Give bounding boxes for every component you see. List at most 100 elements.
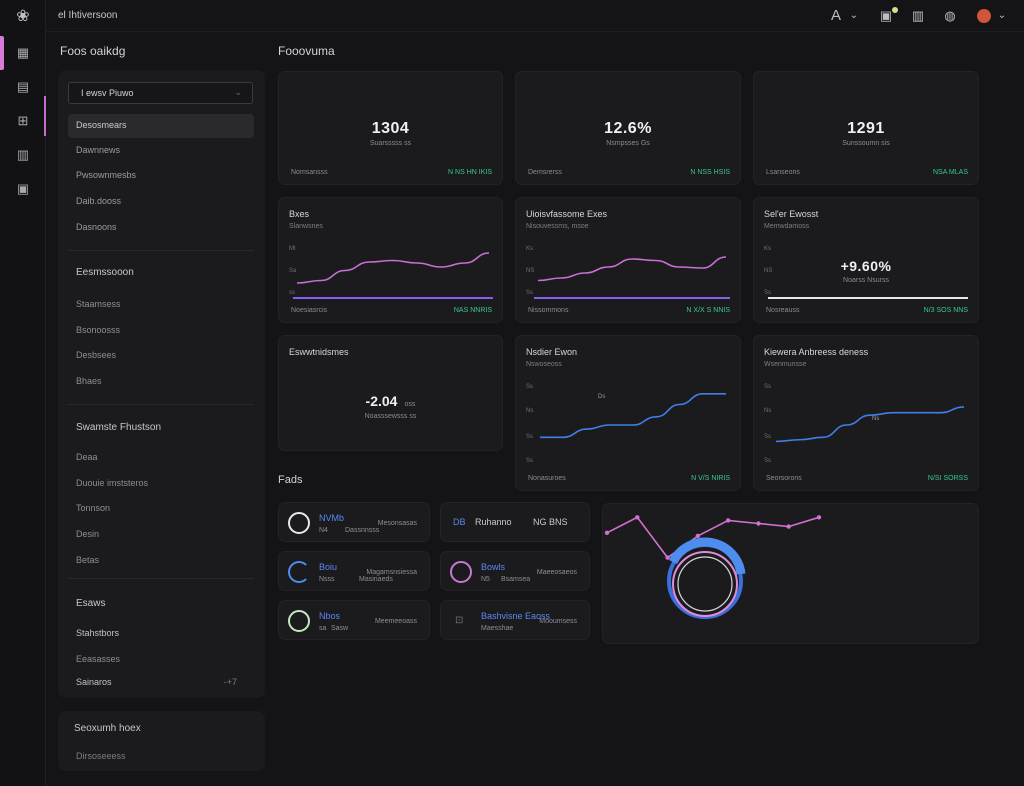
sidebar-subitem[interactable]: Tonnson [76, 503, 111, 513]
chart-card[interactable]: Kiewera Anbreess deness Wsenmunsse Ss Ns… [753, 335, 979, 491]
line-chart [534, 256, 730, 299]
data-point [635, 515, 640, 520]
calendar-icon[interactable]: ▥ [16, 147, 30, 162]
y-tick-label: Ss [764, 458, 772, 464]
chart-sub: Nisouvessms, msoe [526, 223, 589, 230]
chart-foot-left: Nonasuroes [528, 475, 566, 482]
ring-icon [288, 512, 310, 534]
chart-card[interactable]: Bxes Slanwsnes Mt Sa ss Noesiasrcis NAS … [278, 197, 503, 323]
library-icon[interactable]: ▥ [911, 8, 925, 23]
dashboard-icon[interactable]: ▦ [16, 45, 30, 60]
y-tick-label: Ss [764, 290, 772, 296]
file-meta: Maesshae [481, 625, 514, 632]
sidebar-footer[interactable]: Seoxumh hoex Dirsoseeess [58, 711, 265, 771]
file-name: DB [453, 517, 466, 527]
stat-card[interactable]: 1304 Suarsssss ss Nomsansss N NS HN IKIS [278, 71, 503, 185]
y-tick-label: NS [764, 268, 773, 274]
sidebar-item[interactable]: Desosmears [68, 114, 254, 138]
chart-card[interactable]: Nsdier Ewon Nswoseoss Ss Ns Ss Ss Ds Non… [515, 335, 741, 491]
document-icon[interactable]: ▤ [16, 79, 30, 94]
avatar-chevron-icon[interactable]: ⌄ [997, 10, 1007, 21]
sidebar-item[interactable]: Pwsownmesbs [76, 170, 137, 180]
sidebar-subitem[interactable]: Stahstbors [76, 628, 120, 638]
stat-value: 12.6% [604, 120, 652, 137]
progress-line [768, 297, 968, 299]
file-meta: N5 [481, 576, 490, 583]
sidebar-subitem[interactable]: Eeasasses [76, 654, 121, 664]
sidebar-subitem[interactable]: Desin [76, 529, 100, 539]
file-meta: N4 [319, 527, 328, 534]
sidebar-subitem[interactable]: Deaa [76, 452, 98, 462]
chart-card[interactable]: Sel'er Ewosst Memwdamoss Ks NS Ss +9.60%… [753, 197, 979, 323]
file-name: Bashvisne Eaoss [481, 611, 551, 621]
sidebar-item[interactable]: Dasnoons [76, 222, 117, 232]
sidebar-item[interactable]: Daib.dooss [76, 196, 122, 206]
puzzle-icon[interactable]: ⊞ [17, 113, 29, 128]
stat-foot-left: Demsrerss [528, 169, 562, 176]
y-tick-label: Ns [764, 408, 772, 414]
workspace-select[interactable]: I ewsv Piuwo ⌄ [68, 82, 253, 104]
file-card[interactable]: DB Ruhanno NG BNS [440, 502, 590, 542]
stat-foot-right: NSA MLAS [932, 169, 968, 176]
sidebar-subitem[interactable]: Desbsees [76, 350, 117, 360]
file-card[interactable]: Boiu Nsss Masinaeds Magamsnsiessa [278, 551, 430, 591]
file-meta: Magamsnsiessa [366, 569, 417, 576]
file-meta: NG BNS [533, 517, 568, 527]
sidebar-panel: I ewsv Piuwo ⌄ Desosmears Dawnnews Pwsow… [58, 70, 265, 698]
help-icon[interactable]: ◍ [944, 8, 956, 23]
line-chart [604, 515, 822, 560]
sidebar-title: Foos oaikdg [60, 44, 126, 58]
line-chart [540, 393, 726, 439]
chart-foot-right: N/SI SORSS [927, 475, 968, 482]
notification-icon[interactable]: ▣ [878, 7, 898, 25]
data-point [695, 533, 701, 539]
message-icon[interactable]: ▣ [16, 181, 30, 196]
file-meta: Masinaeds [359, 576, 393, 583]
ring-icon [288, 610, 310, 632]
sidebar-item[interactable]: Dawnnews [76, 145, 121, 155]
file-meta: Bsamsea [501, 576, 531, 583]
file-card[interactable]: ⊡ Bashvisne Eaoss Maesshae Mooumsess [440, 600, 590, 640]
file-card[interactable]: NVMb N4 Dassnnsss Mesonsasas [278, 502, 430, 542]
y-tick-label: Ss [764, 384, 772, 390]
chart-sub: Nswoseoss [526, 361, 562, 368]
y-tick-label: Sa [289, 268, 297, 274]
file-meta: Ruhanno [475, 517, 512, 527]
sidebar-subitem[interactable]: Staamsess [76, 299, 121, 309]
chart-sub: Wsenmunsse [764, 361, 807, 368]
sidebar-subitem[interactable]: Duouie imststeros [76, 478, 149, 488]
kpi-sub: Noarss Nsurss [843, 277, 889, 284]
stat-card[interactable]: 1291 Sunssoumn sis Lsanseons NSA MLAS [753, 71, 979, 185]
font-icon[interactable]: A [830, 7, 841, 24]
ring-chart-graphic [667, 537, 746, 619]
ring-inner [672, 551, 738, 617]
file-card[interactable]: Bowls N5 Bsamsea Maeeosaeos [440, 551, 590, 591]
ring-icon [288, 561, 310, 583]
logo-icon[interactable]: ❀ [16, 8, 30, 25]
kpi-card[interactable]: Eswwtnidsmes -2.04 oss Noasssewsss ss [278, 335, 503, 451]
chart-card[interactable]: Uioisvfassome Exes Nisouvessms, msoe Ks … [515, 197, 741, 323]
data-point [725, 518, 731, 523]
sidebar-subitem[interactable]: Sainaros [76, 677, 112, 687]
chart-foot-right: NAS NNRIS [453, 307, 492, 314]
chevron-down-icon[interactable]: ⌄ [849, 10, 859, 21]
chart-sub: Slanwsnes [289, 223, 323, 230]
visualization-panel[interactable] [602, 503, 979, 644]
avatar[interactable] [976, 7, 992, 25]
y-tick-label: Ss [526, 290, 534, 296]
breadcrumb[interactable]: el Ihtiversoon [58, 10, 118, 21]
chart-foot-right: N/3 SOS NNS [923, 307, 968, 314]
sidebar-group-title: Swamste Fhustson [76, 422, 162, 433]
sidebar-group-title: Esaws [76, 598, 106, 609]
stat-card[interactable]: 12.6% Nsmpsses Gs Demsrerss N NSS HSIS [515, 71, 741, 185]
card-title: Eswwtnidsmes [289, 347, 349, 357]
data-point [756, 521, 761, 526]
sidebar-subitem[interactable]: Bhaes [76, 376, 102, 386]
y-tick-label: Ss [526, 384, 534, 390]
sidebar-subitem[interactable]: Betas [76, 555, 100, 565]
ring-core [677, 556, 733, 612]
file-card[interactable]: Nbos sa Sasw Meemeeoass [278, 600, 430, 640]
ring-icon [450, 561, 472, 583]
sidebar-subitem[interactable]: Bsonoosss [76, 325, 121, 335]
kpi-suffix: oss [404, 401, 416, 408]
